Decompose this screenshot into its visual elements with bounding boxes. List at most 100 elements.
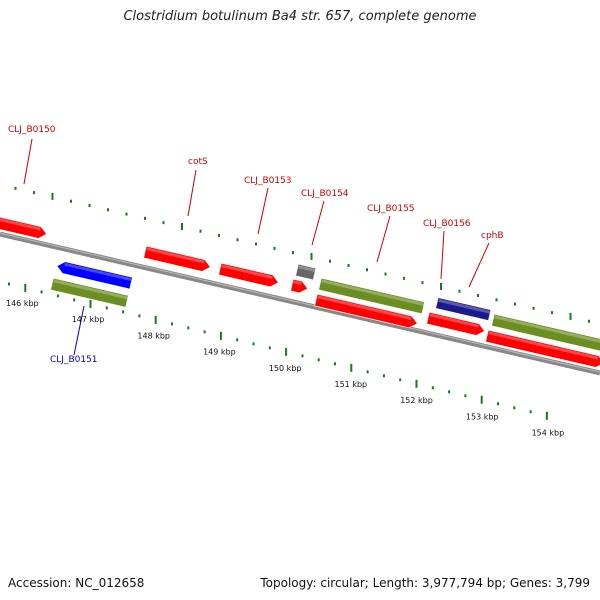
feature-shine [494,315,600,344]
lower-tick [285,347,288,356]
upper-tick [514,302,516,306]
feature-cds [426,311,485,336]
feature-cds [143,245,211,272]
callout-line [311,200,325,246]
feature-shape [50,277,129,308]
lower-tick [529,410,532,414]
gene-label-clj_b0153: CLJ_B0153 [244,176,292,186]
feature-track [0,214,600,368]
gene-label-clj_b0150: CLJ_B0150 [8,125,56,135]
lower-tick [431,386,434,390]
lower-tick [480,395,483,404]
upper-tick [144,216,146,220]
feature-shape [290,278,309,294]
feature-shape [491,313,600,352]
lower-tick [497,402,499,406]
feature-shine [298,265,316,273]
lower-tick [105,306,108,310]
upper-tick [458,289,461,293]
feature-shine [53,279,129,300]
callout-line [376,215,391,263]
gene-label-clj_b0155: CLJ_B0155 [367,204,415,214]
upper-tick [218,234,220,238]
lower-tick [73,298,76,302]
feature-cds [0,214,47,239]
feature-shine [0,216,41,231]
callout-line [23,138,33,185]
upper-tick [532,306,535,310]
lower-tick [219,331,222,340]
feature-shine [146,247,205,264]
lower-tick [382,374,385,378]
upper-tick [273,246,276,250]
upper-tick [51,192,54,200]
feature-shine [488,331,599,360]
feature-cds [290,278,309,294]
upper-tick [70,199,72,203]
upper-tick [495,298,498,302]
upper-tick [588,319,590,323]
gene-label-cots: cotS [188,157,208,167]
lower-tick [415,379,418,388]
gene-label-clj_b0156: CLJ_B0156 [423,219,471,229]
kbp-label: 148 kbp [137,331,170,340]
lower-tick-row [8,282,548,420]
upper-tick [162,221,165,225]
kbp-scale: 146 kbp 147 kbp 148 kbp 149 kbp 150 kbp 151 k… [6,299,564,438]
feature-shine [321,279,425,306]
callout-line [257,187,269,235]
feature-blue_cds [56,261,133,290]
feature-shape [56,261,133,290]
upper-tick [14,186,17,190]
lower-tick [122,310,125,314]
feature-shape [314,293,418,329]
upper-tick [125,212,128,216]
feature-gray_feature [295,263,317,281]
feature-gene_olive [50,277,129,308]
upper-tick [107,208,109,212]
lower-tick [301,354,304,358]
upper-tick [366,268,368,272]
lower-tick [187,326,190,330]
lower-tick [350,363,353,372]
kbp-label: 146 kbp [6,299,39,308]
kbp-label: 151 kbp [335,380,368,389]
gene-label-cphb: cphB [481,231,504,241]
lower-tick [317,358,320,362]
feature-shine [221,264,273,280]
feature-cds [314,293,418,329]
lower-tick [154,315,157,324]
lower-tick [171,322,173,326]
feature-cds [218,262,279,288]
label-callouts: CLJ_B0150 cotS CLJ_B0153 CLJ_B0154 CLJ_B0155… [8,125,504,365]
lower-tick [545,411,548,420]
feature-shape [318,277,425,315]
map-title: Clostridium botulinum Ba4 str. 657, comp… [123,9,477,24]
upper-tick [181,222,183,230]
upper-tick [384,272,387,276]
upper-tick [551,311,553,315]
feature-shape [295,263,317,281]
lower-tick [203,330,206,334]
upper-tick [292,251,294,255]
kbp-label: 149 kbp [203,348,236,357]
upper-tick [199,229,202,233]
lower-tick [334,362,336,366]
upper-tick [255,242,257,246]
feature-shape [435,297,492,321]
feature-shine [317,295,412,320]
callout-line [468,242,490,288]
upper-tick [440,282,442,290]
callout-line [440,230,445,280]
genome-backbone-highlight [0,232,600,373]
lower-tick [268,346,271,350]
lower-tick [448,390,451,394]
callout-line [187,169,197,217]
lower-tick [24,283,27,292]
callout-line [73,305,85,356]
lower-tick [8,282,10,286]
upper-tick [347,264,350,268]
upper-tick [329,259,331,263]
lower-tick [89,299,92,308]
lower-tick [40,290,43,294]
